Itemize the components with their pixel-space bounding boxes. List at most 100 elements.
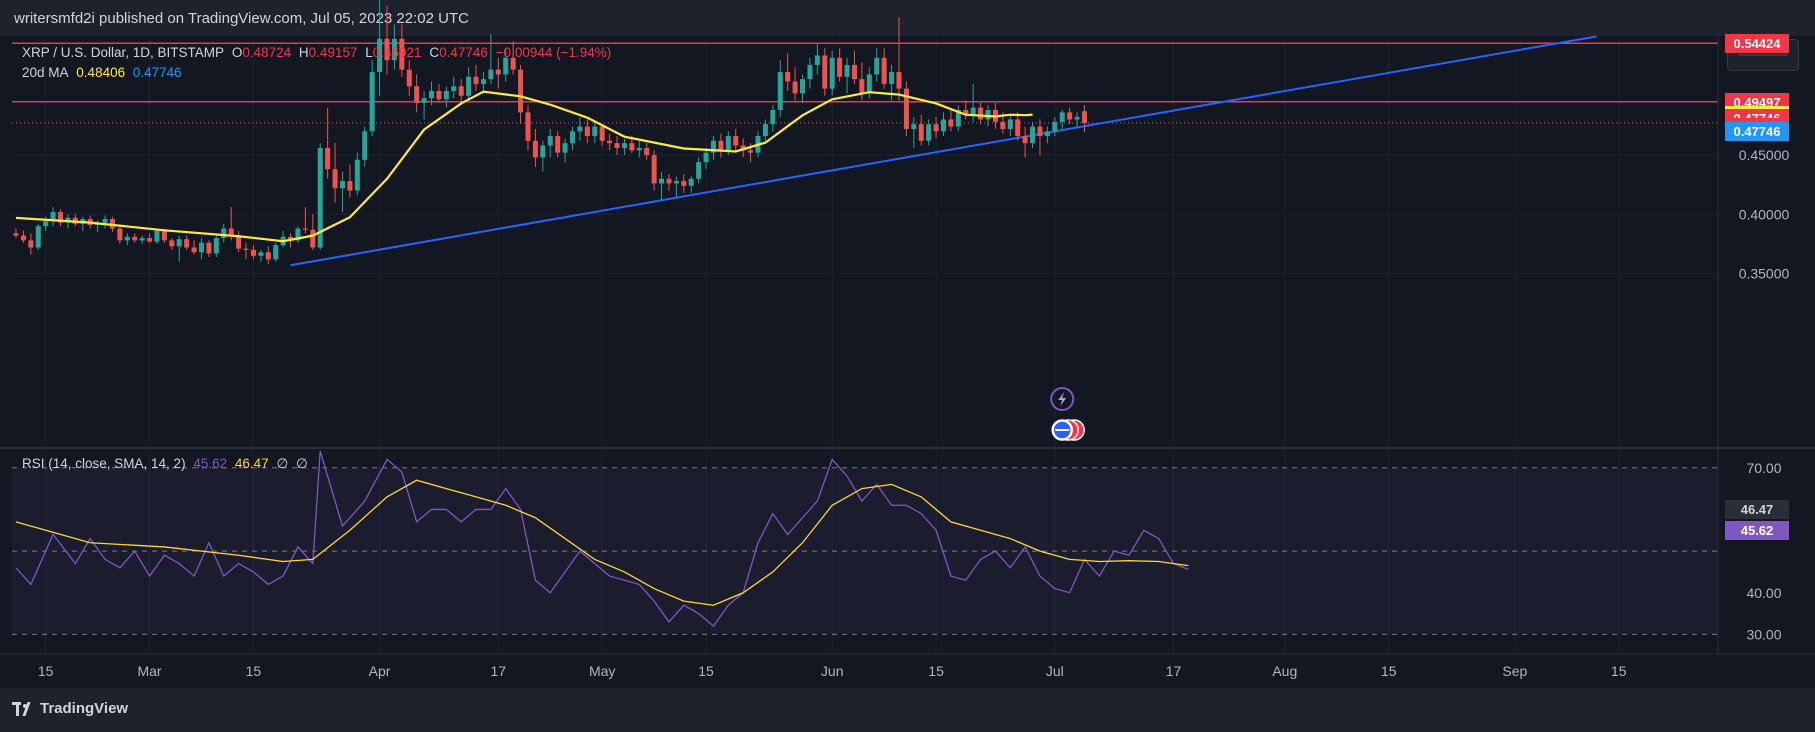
candle-body [147,238,153,242]
candle-body [933,124,939,132]
candle-body [117,228,123,241]
candle-body [748,150,754,153]
candle-body [458,86,464,96]
candle-body [614,143,620,148]
candle-body [666,178,672,184]
attribution-bar: writersmfd2i published on TradingView.co… [0,0,1815,36]
x-tick-label: 15 [38,663,54,679]
candle-body [384,38,390,61]
x-tick-label: Apr [369,663,391,679]
x-tick-label: Jul [1046,663,1064,679]
candle-body [599,126,605,141]
candle-body [399,38,405,70]
candle-body [681,181,687,186]
candle-body [851,64,857,80]
candle-body [191,247,197,253]
candle-body [243,248,249,250]
candle-body [525,112,531,141]
candle-body [911,124,917,129]
candle-body [800,79,806,94]
open-value: 0.48724 [242,45,292,60]
candle-body [58,211,64,223]
candle-body [770,109,776,125]
candle-body [777,72,783,110]
candle-body [1000,121,1006,129]
candle-body [213,238,219,254]
candle-body [607,140,613,144]
candle-body [325,147,331,170]
rsi-sma-value: 46.47 [234,456,269,471]
candle-body [20,235,26,241]
candle-body [740,145,746,151]
candle-body [807,64,813,80]
attribution-text: writersmfd2i published on TradingView.co… [14,10,469,27]
rsi-legend: RSI (14, close, SMA, 14, 2) 45.62 46.47 … [22,456,312,472]
candle-body [1007,119,1013,129]
candle-body [139,238,145,241]
candle-body [1044,131,1050,137]
candle-body [785,72,791,82]
candle-body [339,181,345,189]
candle-body [970,107,976,115]
candle-body [918,124,924,141]
candle-body [332,169,338,189]
candle-body [429,91,435,99]
candle-body [317,147,323,248]
candle-body [555,136,561,153]
candle-body [391,38,397,61]
candle-body [50,211,56,222]
x-tick-label: Sep [1502,663,1527,679]
candle-body [644,147,650,156]
high-value: 0.49157 [308,45,358,60]
y-tick-label: 0.45000 [1739,147,1790,163]
candle-body [562,143,568,153]
candle-body [577,126,583,132]
candle-body [1052,121,1058,132]
candle-body [1081,111,1087,124]
x-tick-label: 15 [246,663,262,679]
candle-body [926,124,932,141]
candle-body [725,136,731,151]
low-value: 0.46921 [372,45,422,60]
high-label: H [298,45,309,60]
candle-body [184,239,190,248]
candle-body [903,88,909,129]
close-label: C [429,45,440,60]
candle-body [488,69,494,80]
tradingview-logo[interactable]: TradingView [12,700,128,717]
close-value: 0.47746 [439,45,488,60]
rsi-extra-2: ∅ [295,456,308,471]
candle-body [265,252,271,260]
candle-body [406,69,412,87]
lightning-icon [1050,387,1075,411]
x-tick-label: 15 [1381,663,1397,679]
candle-body [547,136,553,146]
candle-body [859,79,865,94]
candle-body [1074,117,1080,120]
x-tick-label: Jun [821,663,844,679]
candle-body [896,72,902,89]
candle-body [532,140,538,158]
candle-body [629,143,635,151]
candle-body [696,162,702,179]
candle-body [688,178,694,186]
footer-bar: TradingView [0,688,1815,732]
candle-body [1037,126,1043,137]
candle-body [955,109,961,127]
x-tick-label: May [589,663,615,679]
candle-body [436,91,442,100]
candle-body [503,57,509,75]
candle-body [881,57,887,84]
rsi-line [15,450,1189,628]
candle-body [889,72,895,84]
x-tick-label: Aug [1272,663,1297,679]
candle-body [822,55,828,89]
candle-body [310,229,316,248]
candle-body [703,152,709,163]
candle-body [443,91,449,100]
symbol-label: XRP / U.S. Dollar, 1D, BITSTAMP [22,45,225,60]
candle-body [978,107,984,120]
rsi-tick-label: 30.00 [1746,626,1781,642]
candle-body [592,126,598,137]
